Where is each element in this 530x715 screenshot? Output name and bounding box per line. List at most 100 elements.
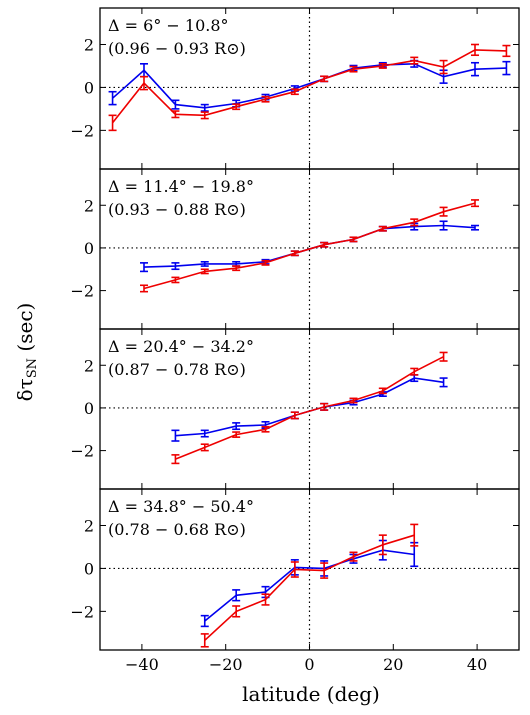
error-bar-red-6	[290, 250, 299, 257]
y-tick-label: 2	[84, 516, 94, 535]
error-bar-red-4	[232, 265, 241, 272]
y-tick-label: 0	[84, 78, 94, 97]
x-tick-label: −20	[209, 655, 243, 674]
error-bar-red-1	[200, 633, 209, 648]
y-tick-label: 2	[84, 196, 94, 215]
panel-annotation-line2: (0.87 − 0.78 R⊙)	[108, 360, 246, 379]
error-bar-red-3	[200, 268, 209, 275]
panel-annotation-line1: Δ = 34.8° − 50.4°	[108, 497, 254, 516]
x-tick-label: 0	[304, 655, 314, 674]
error-bar-red-4	[200, 111, 209, 120]
error-bar-blue-3	[200, 260, 209, 267]
error-bar-red-10	[410, 218, 419, 227]
error-bar-red-9	[378, 225, 387, 232]
y-tick-label: −2	[70, 442, 94, 461]
error-bar-blue-1	[200, 614, 209, 628]
error-bar-red-4	[261, 425, 270, 433]
error-bar-blue-1	[139, 262, 148, 273]
panel-annotation-line2: (0.93 − 0.88 R⊙)	[108, 200, 246, 219]
error-bar-red-1	[171, 454, 180, 465]
panel-annotation-line2: (0.96 − 0.93 R⊙)	[108, 39, 246, 58]
error-bar-red-8	[320, 75, 329, 83]
error-bar-red-3	[232, 431, 241, 438]
series-line-red	[111, 49, 507, 124]
error-bar-blue-4	[200, 103, 209, 112]
error-bar-red-9	[410, 367, 419, 376]
y-tick-label: −2	[70, 282, 94, 301]
error-bar-red-11	[410, 56, 419, 65]
error-bar-red-6	[261, 95, 270, 103]
error-bar-red-2	[200, 443, 209, 452]
panel-2: −2 0 2 Δ = 11.4° − 19.8° (0.93 − 0.88 R⊙)	[70, 168, 520, 330]
error-bar-red-7	[378, 534, 387, 556]
error-bar-red-7	[320, 241, 329, 248]
error-bar-blue-1	[171, 429, 180, 442]
error-bar-blue-12	[471, 224, 480, 231]
x-tick-label: 40	[467, 655, 487, 674]
error-bar-red-1	[108, 114, 117, 132]
error-bar-red-5	[261, 259, 270, 266]
y-axis-label-main: δτ	[13, 378, 37, 401]
x-tick-label: −40	[125, 655, 159, 674]
panel-1: −2 0 2 Δ = 6° − 10.8° (0.96 − 0.93 R⊙)	[70, 7, 520, 170]
error-bar-red-5	[232, 103, 241, 111]
error-bar-red-5	[290, 411, 299, 420]
error-bar-blue-3	[171, 99, 180, 110]
y-tick-label: 0	[84, 559, 94, 578]
error-bar-blue-11	[439, 220, 448, 231]
error-bar-red-3	[171, 110, 180, 119]
series-line-red	[175, 355, 444, 460]
panel-3: −2 0 2 Δ = 20.4° − 34.2° (0.87 − 0.78 R⊙)	[70, 328, 520, 490]
y-axis-label-sub: SN	[25, 358, 40, 378]
error-bar-red-6	[349, 551, 358, 562]
panel-annotation-line1: Δ = 6° − 10.8°	[108, 16, 229, 35]
error-bar-red-4	[290, 561, 299, 578]
series-red	[171, 351, 448, 465]
error-bar-red-12	[439, 59, 448, 75]
y-tick-label: 2	[84, 35, 94, 54]
y-tick-label: 0	[84, 239, 94, 258]
error-bar-blue-3	[232, 422, 241, 431]
error-bar-red-6	[320, 402, 329, 411]
x-axis-label: latitude (deg)	[242, 682, 380, 706]
error-bar-red-2	[232, 605, 241, 618]
y-tick-label: 0	[84, 399, 94, 418]
y-tick-label: −2	[70, 121, 94, 140]
y-tick-label: 2	[84, 356, 94, 375]
error-bar-red-13	[471, 43, 480, 57]
series-red	[139, 199, 480, 293]
error-bar-blue-2	[171, 262, 180, 271]
error-bar-red-3	[261, 593, 270, 606]
error-bar-red-14	[502, 44, 511, 58]
error-bar-red-2	[171, 276, 180, 284]
panel-annotation-line1: Δ = 20.4° − 34.2°	[108, 337, 254, 356]
series-line-red	[204, 534, 415, 641]
series-line-blue	[204, 549, 415, 622]
error-bar-red-1	[139, 284, 148, 293]
y-axis-label-unit: (sec)	[13, 303, 37, 358]
panel-annotation-line2: (0.78 − 0.68 R⊙)	[108, 520, 246, 539]
error-bar-red-10	[439, 351, 448, 362]
series-red	[200, 523, 419, 648]
error-bar-red-9	[349, 65, 358, 73]
error-bar-red-8	[349, 236, 358, 243]
error-bar-red-12	[471, 199, 480, 208]
error-bar-blue-1	[108, 90, 117, 106]
error-bar-blue-13	[471, 61, 480, 77]
x-tick-label: 20	[383, 655, 403, 674]
error-bar-blue-2	[200, 429, 209, 438]
error-bar-red-8	[378, 387, 387, 395]
error-bar-blue-2	[139, 63, 148, 78]
panel-4: −202−40 −20 0 20 40Δ = 34.8° − 50.4°(0.78 − …	[70, 488, 520, 674]
error-bar-red-8	[410, 523, 419, 547]
error-bar-red-5	[320, 562, 329, 579]
series-line-blue	[112, 62, 507, 109]
error-bar-red-7	[290, 88, 299, 96]
error-bar-blue-14	[502, 60, 511, 76]
y-tick-label: −2	[70, 602, 94, 621]
series-line-red	[143, 202, 476, 290]
y-axis-label: δτSN (sec)	[13, 303, 40, 402]
error-bar-red-10	[378, 63, 387, 69]
